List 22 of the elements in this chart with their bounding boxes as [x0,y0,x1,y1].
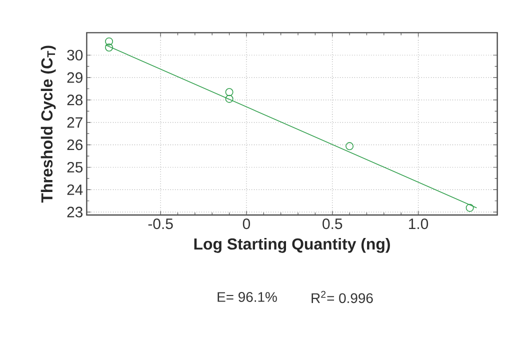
point [466,204,474,212]
text: E= 96.1% [218,292,277,302]
y-tick-label: 29 [67,72,82,83]
point [105,44,114,52]
y-tick-label: 28 [67,94,83,106]
x-tick-label: -0.5 [148,218,173,230]
y-tick-label: 26 [67,140,83,150]
point [105,37,114,46]
y-tick-label: 24 [67,184,83,195]
y-tick-label: 27 [67,117,82,128]
point [225,88,234,96]
y-tick-label: 25 [67,162,83,173]
x-tick-label: 0 [242,218,250,230]
x-tick-label: 0.5 [322,218,342,230]
point [225,94,234,103]
y-tick-label: 30 [67,50,83,60]
y-tick-label: 23 [67,206,83,218]
text: R$^{2}$= 0.996 [312,290,373,304]
y-axis-title: Threshold Cycle (C$_{T}$) [40,46,56,203]
point [346,142,354,150]
x-tick-label: 1.0 [409,218,428,230]
x-axis-title: Log Starting Quantity (ng) [194,238,390,253]
